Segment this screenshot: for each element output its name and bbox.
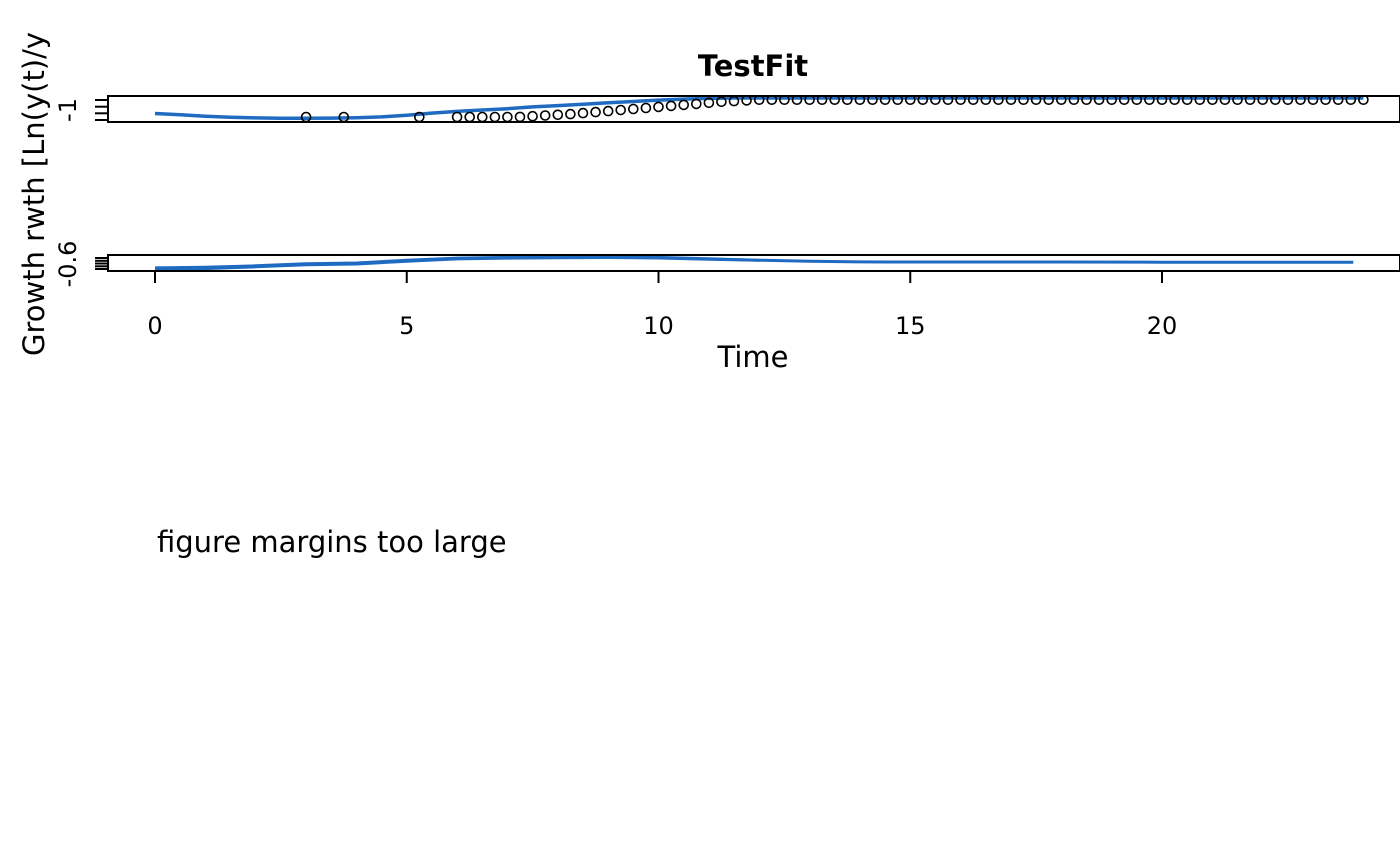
x-tick-label: 10 [643,312,674,340]
data-point [905,97,916,105]
data-point [1018,97,1029,105]
panel-bottom-lines [154,256,1354,270]
x-axis-label: Time [717,340,789,374]
data-point [867,97,878,105]
x-tick-label: 5 [399,312,414,340]
data-point [1257,97,1268,105]
data-point [502,111,513,121]
data-point [1144,97,1155,105]
data-point [791,97,803,105]
data-point [842,97,853,105]
data-point [1282,97,1294,105]
data-point [577,107,589,119]
data-point [514,111,526,121]
data-point [1169,97,1180,105]
data-point [980,97,992,105]
data-point [716,97,727,108]
data-point [338,111,350,121]
data-point [741,97,752,106]
panel-bottom-y-ticks [95,257,108,270]
data-point [1219,97,1231,105]
data-point [1295,97,1306,105]
data-point [728,97,740,107]
data-point [766,97,778,105]
data-point [690,98,702,110]
data-point [1118,97,1130,105]
data-point [892,97,903,105]
data-point [917,97,929,105]
data-point [539,110,551,121]
data-point [1320,97,1331,105]
data-point [489,111,501,121]
data-point [1332,97,1344,105]
panel-top-y-ticks [95,99,108,121]
data-point [1106,97,1117,105]
data-point [1131,97,1143,105]
x-tick-label: 15 [895,312,926,340]
data-point [640,102,652,114]
data-point [1270,97,1281,105]
data-point [1307,97,1319,105]
data-point [1043,97,1054,105]
x-tick-label: 0 [147,312,162,340]
growth-line-0 [154,256,1354,270]
data-point [1156,97,1168,105]
data-point [930,97,941,105]
data-point [615,104,627,116]
data-point [816,97,828,105]
growth-line-1 [154,256,760,270]
x-tick-label: 20 [1147,312,1178,340]
data-point [451,111,463,121]
data-point [565,108,576,120]
data-point [955,97,966,105]
data-point [1181,97,1193,105]
data-point [879,97,891,105]
data-point [1194,97,1206,105]
data-point [703,97,715,109]
panel-top-frame [107,95,1400,123]
data-point [602,105,614,117]
error-message: figure margins too large [157,525,507,559]
data-point [1345,97,1357,105]
data-point [779,97,790,105]
data-point [1232,97,1243,105]
data-point [464,111,475,121]
data-point [1056,97,1067,105]
data-point [527,110,538,121]
data-point [1244,97,1256,105]
data-point [942,97,954,105]
data-point [829,97,840,105]
data-point [627,103,639,115]
x-axis: 0 5 10 15 20 [147,270,1178,340]
panel-bottom-y-tick-label: -0.6 [54,241,82,288]
data-point [1081,97,1092,105]
data-point [1005,97,1017,105]
data-point [1207,97,1218,105]
data-point [1030,97,1042,105]
data-point [678,99,690,111]
chart-title: TestFit [698,49,808,83]
data-point [414,111,425,121]
data-point [477,111,488,121]
data-point [993,97,1004,105]
data-point [1093,97,1105,105]
data-point [1068,97,1080,105]
panel-top-y-tick-label: -1 [54,98,82,122]
data-point [967,97,979,105]
data-point [552,109,564,121]
data-point [653,101,664,113]
data-point [300,111,312,121]
data-point [590,106,601,118]
y-axis-label: Growth rwth [Ln(y(t)/y [17,32,51,356]
data-point [753,97,765,105]
data-point [854,97,866,105]
panel-top: -1 [54,95,1400,123]
data-point [804,97,815,105]
data-point [1358,97,1369,105]
panel-top-points [300,97,1369,121]
data-point [665,100,677,112]
panel-bottom: -0.6 [54,241,1400,288]
